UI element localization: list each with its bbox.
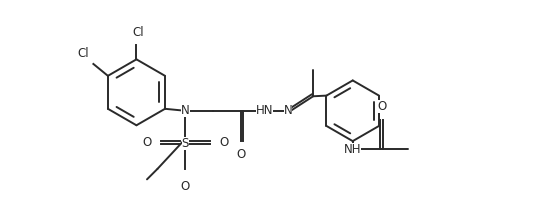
Text: Cl: Cl — [77, 47, 89, 60]
Text: NH: NH — [344, 142, 362, 156]
Text: N: N — [284, 104, 293, 117]
Text: O: O — [219, 136, 228, 149]
Text: S: S — [182, 137, 189, 150]
Text: O: O — [142, 136, 152, 149]
Text: HN: HN — [256, 104, 273, 117]
Text: Cl: Cl — [132, 26, 144, 39]
Text: O: O — [377, 100, 387, 114]
Text: N: N — [181, 104, 190, 117]
Text: O: O — [180, 180, 190, 193]
Text: O: O — [236, 148, 245, 161]
